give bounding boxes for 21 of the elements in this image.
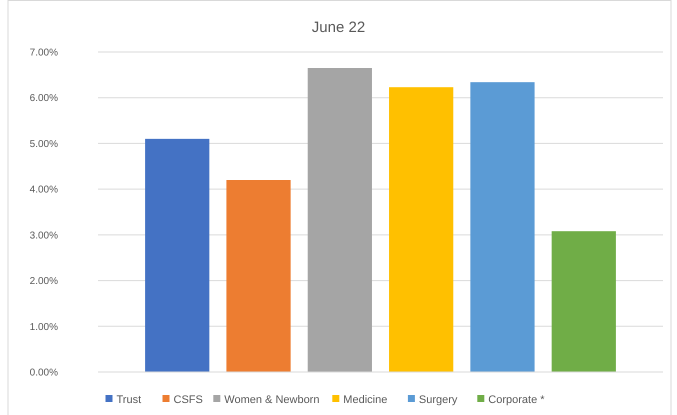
bar bbox=[226, 180, 291, 372]
y-tick-label: 1.00% bbox=[30, 322, 58, 333]
bar bbox=[145, 138, 210, 372]
y-tick-label: 3.00% bbox=[30, 230, 58, 242]
legend-label: CSFS bbox=[174, 394, 203, 406]
chart-title: June 22 bbox=[312, 19, 366, 36]
legend-label: Trust bbox=[116, 394, 142, 406]
y-tick-label: 6.00% bbox=[30, 93, 58, 104]
bar bbox=[389, 87, 454, 372]
y-tick-label: 2.00% bbox=[30, 276, 58, 288]
y-tick-label: 5.00% bbox=[30, 138, 58, 150]
y-tick-label: 4.00% bbox=[30, 184, 58, 196]
y-tick-label: 7.00% bbox=[30, 48, 58, 58]
bar bbox=[308, 68, 372, 372]
legend-label: Surgery bbox=[418, 394, 458, 406]
bar bbox=[552, 231, 616, 372]
legend-label: Corporate * bbox=[488, 394, 546, 406]
bar bbox=[470, 82, 535, 372]
legend-label: Women & Newborn bbox=[224, 394, 320, 406]
y-tick-label: 0.00% bbox=[30, 368, 58, 378]
legend-label: Medicine bbox=[343, 394, 388, 406]
